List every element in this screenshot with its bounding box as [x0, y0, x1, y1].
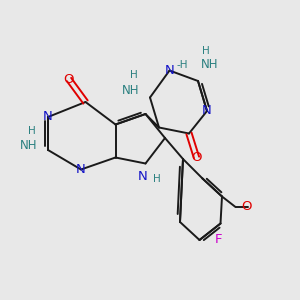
Text: N: N [43, 110, 53, 124]
Text: H: H [202, 46, 209, 56]
Text: F: F [214, 232, 222, 246]
Text: H: H [130, 70, 137, 80]
Text: O: O [191, 151, 202, 164]
Text: O: O [241, 200, 251, 214]
Text: -H: -H [176, 60, 188, 70]
Text: N: N [165, 64, 174, 77]
Text: O: O [64, 73, 74, 86]
Text: NH: NH [201, 58, 218, 71]
Text: N: N [202, 104, 212, 118]
Text: N: N [138, 169, 147, 183]
Text: N: N [76, 163, 86, 176]
Text: NH: NH [20, 139, 37, 152]
Text: NH: NH [122, 83, 139, 97]
Text: H: H [28, 125, 35, 136]
Text: H: H [153, 174, 161, 184]
